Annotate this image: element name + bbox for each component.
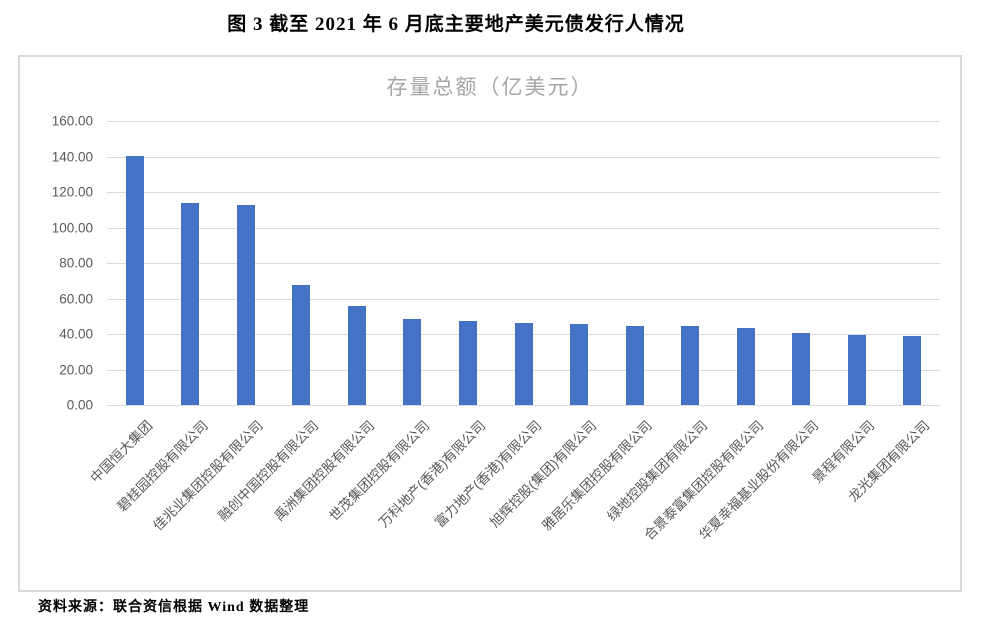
- bar: [514, 322, 533, 405]
- gridline: [107, 192, 940, 193]
- x-axis-label: 融创中国控股有限公司: [215, 417, 322, 524]
- figure-title: 图 3 截至 2021 年 6 月底主要地产美元债发行人情况: [227, 14, 685, 35]
- y-axis-tick-label: 60.00: [59, 291, 93, 306]
- y-axis-tick-label: 20.00: [59, 362, 93, 377]
- bar: [347, 305, 366, 405]
- bar: [458, 320, 477, 405]
- gridline: [107, 121, 940, 122]
- gridline: [107, 298, 940, 300]
- bar: [736, 328, 755, 405]
- chart-container: 存量总额（亿美元） 0.00 20.00 40.00 60.00 80.00 100.00…: [18, 55, 962, 592]
- plot-area: 0.00 20.00 40.00 60.00 80.00 100.00 120.00 140.…: [52, 114, 940, 543]
- x-axis-label: 绿地控股集团有限公司: [604, 417, 711, 524]
- x-axis-label: 禹洲集团控股有限公司: [271, 417, 378, 524]
- gridline: [107, 156, 940, 158]
- gridline: [107, 263, 940, 264]
- bar: [903, 336, 922, 405]
- y-axis-tick-label: 120.00: [51, 184, 93, 200]
- source-note: 资料来源：联合资信根据 Wind 数据整理: [38, 600, 310, 615]
- bar: [236, 205, 255, 405]
- y-axis-tick-label: 80.00: [59, 255, 93, 271]
- chart-title: 存量总额（亿美元）: [386, 76, 594, 99]
- bar: [681, 326, 700, 405]
- gridline: [107, 227, 940, 229]
- gridline: [107, 405, 940, 406]
- bar: [125, 156, 144, 405]
- y-axis-tick-label: 40.00: [59, 326, 93, 342]
- y-axis-tick-label: 140.00: [51, 149, 93, 164]
- y-axis-tick-label: 0.00: [66, 397, 93, 413]
- bar: [292, 285, 311, 405]
- y-axis-tick-label: 100.00: [51, 220, 93, 235]
- bar: [625, 326, 644, 405]
- bar: [792, 332, 811, 405]
- bar: [403, 318, 422, 405]
- y-axis-tick-label: 160.00: [51, 113, 93, 129]
- x-axis-label: 世茂集团控股有限公司: [326, 417, 433, 524]
- bar: [181, 203, 200, 405]
- bar: [847, 334, 866, 405]
- bar: [570, 324, 589, 405]
